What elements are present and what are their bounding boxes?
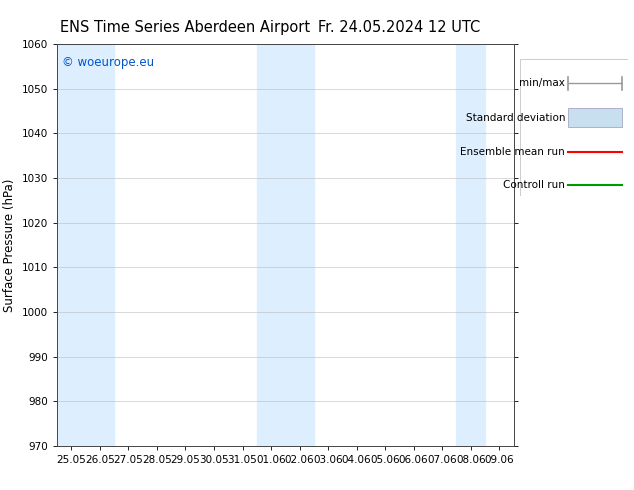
Text: Standard deviation: Standard deviation xyxy=(465,113,565,123)
Text: Controll run: Controll run xyxy=(503,180,565,190)
Text: ENS Time Series Aberdeen Airport: ENS Time Series Aberdeen Airport xyxy=(60,20,310,35)
Text: Ensemble mean run: Ensemble mean run xyxy=(460,147,565,157)
Text: min/max: min/max xyxy=(519,78,565,89)
Text: © woeurope.eu: © woeurope.eu xyxy=(61,56,154,69)
Text: Fr. 24.05.2024 12 UTC: Fr. 24.05.2024 12 UTC xyxy=(318,20,481,35)
Y-axis label: Surface Pressure (hPa): Surface Pressure (hPa) xyxy=(3,178,16,312)
Bar xyxy=(456,44,485,446)
Bar xyxy=(57,44,114,446)
FancyBboxPatch shape xyxy=(568,108,622,127)
Bar xyxy=(257,44,314,446)
